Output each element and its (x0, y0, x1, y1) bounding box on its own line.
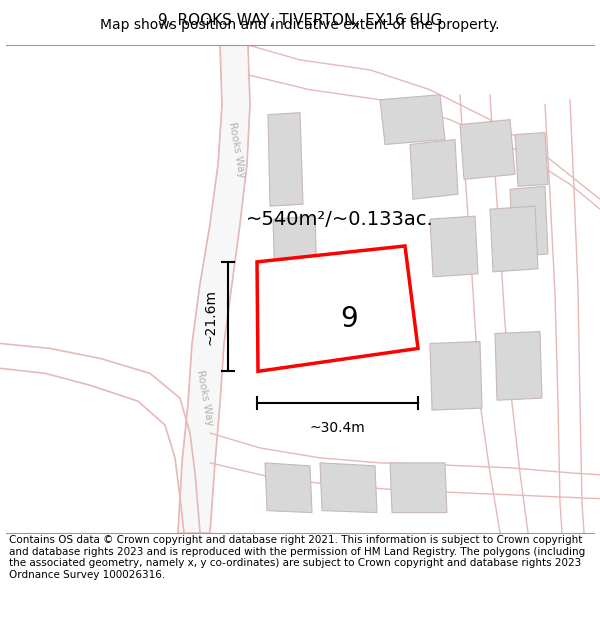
Polygon shape (430, 341, 482, 410)
Polygon shape (257, 246, 418, 371)
Polygon shape (265, 463, 312, 512)
Polygon shape (390, 463, 447, 512)
Text: ~540m²/~0.133ac.: ~540m²/~0.133ac. (246, 209, 434, 229)
Polygon shape (178, 45, 250, 532)
Polygon shape (460, 119, 515, 179)
Polygon shape (410, 139, 458, 199)
Polygon shape (510, 186, 548, 257)
Text: ~30.4m: ~30.4m (310, 421, 365, 435)
Polygon shape (515, 132, 548, 186)
Polygon shape (268, 112, 303, 206)
Text: 9: 9 (341, 305, 358, 333)
Polygon shape (320, 463, 377, 512)
Polygon shape (273, 216, 318, 317)
Text: ~21.6m: ~21.6m (204, 289, 218, 344)
Polygon shape (490, 206, 538, 272)
Text: Map shows position and indicative extent of the property.: Map shows position and indicative extent… (100, 18, 500, 32)
Text: 9, ROOKS WAY, TIVERTON, EX16 6UG: 9, ROOKS WAY, TIVERTON, EX16 6UG (158, 12, 442, 28)
Polygon shape (380, 95, 445, 144)
Polygon shape (430, 216, 478, 277)
Text: Rooks Way: Rooks Way (227, 121, 247, 178)
Polygon shape (495, 331, 542, 400)
Text: Contains OS data © Crown copyright and database right 2021. This information is : Contains OS data © Crown copyright and d… (9, 535, 585, 580)
Text: Rooks Way: Rooks Way (195, 369, 215, 427)
